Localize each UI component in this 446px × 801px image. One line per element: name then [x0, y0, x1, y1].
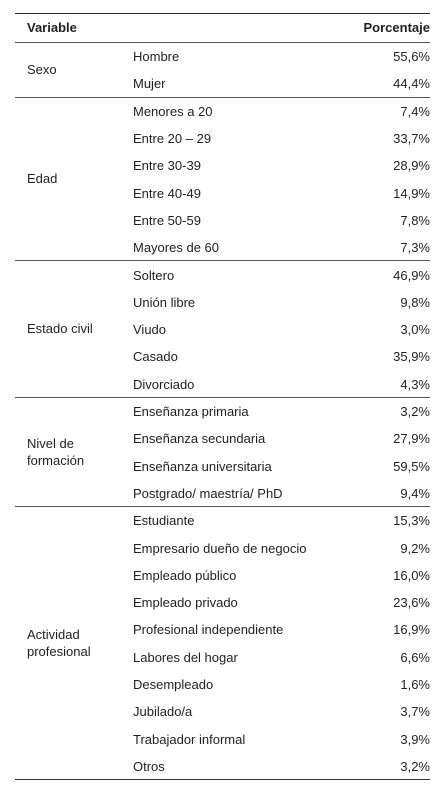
- row-label: Divorciado: [133, 376, 195, 392]
- row-label: Estudiante: [133, 513, 195, 529]
- header-rule: [15, 42, 430, 43]
- group-label: Sexo: [27, 61, 57, 77]
- row-percent: 6,6%: [400, 649, 430, 665]
- row-label: Enseñanza universitaria: [133, 458, 272, 474]
- row-percent: 16,9%: [393, 622, 430, 638]
- group-label: Actividad: [27, 626, 80, 642]
- row-percent: 33,7%: [393, 131, 430, 147]
- row-percent: 7,3%: [400, 240, 430, 256]
- header-variable: Variable: [27, 20, 77, 35]
- row-label: Mujer: [133, 76, 166, 92]
- row-percent: 7,8%: [400, 212, 430, 228]
- row-percent: 3,7%: [400, 704, 430, 720]
- row-label: Enseñanza secundaria: [133, 431, 266, 447]
- row-label: Profesional independiente: [133, 622, 284, 638]
- row-label: Entre 50-59: [133, 212, 201, 228]
- bottom-rule: [15, 779, 430, 781]
- row-percent: 9,2%: [400, 540, 430, 556]
- group-rule: [15, 506, 430, 508]
- row-label: Entre 40-49: [133, 185, 201, 201]
- row-label: Entre 30-39: [133, 158, 201, 174]
- row-label: Empleado privado: [133, 595, 238, 611]
- row-percent: 44,4%: [393, 76, 430, 92]
- group-label: profesional: [27, 643, 91, 659]
- row-label: Menores a 20: [133, 103, 213, 119]
- row-label: Jubilado/a: [133, 704, 193, 720]
- row-percent: 46,9%: [393, 267, 430, 283]
- row-percent: 4,3%: [400, 376, 430, 392]
- group-rule: [15, 96, 430, 98]
- row-percent: 23,6%: [393, 595, 430, 611]
- row-label: Trabajador informal: [133, 731, 246, 747]
- row-percent: 3,2%: [400, 758, 430, 774]
- row-percent: 28,9%: [393, 158, 430, 174]
- group-rule: [15, 260, 430, 262]
- row-percent: 1,6%: [400, 677, 430, 693]
- row-label: Soltero: [133, 267, 175, 283]
- row-label: Postgrado/ maestría/ PhD: [133, 485, 283, 501]
- row-label: Mayores de 60: [133, 240, 219, 256]
- row-percent: 27,9%: [393, 431, 430, 447]
- group-label: Edad: [27, 171, 58, 186]
- row-percent: 9,4%: [400, 485, 430, 501]
- row-label: Otros: [133, 758, 165, 774]
- header-percent: Porcentaje: [363, 20, 430, 35]
- row-percent: 3,9%: [400, 731, 430, 747]
- row-percent: 16,0%: [393, 567, 430, 583]
- row-label: Empresario dueño de negocio: [133, 540, 307, 556]
- row-percent: 55,6%: [393, 49, 430, 65]
- row-percent: 3,0%: [400, 322, 430, 338]
- row-label: Empleado público: [133, 567, 237, 583]
- group-label: Nivel de: [27, 435, 74, 451]
- row-label: Casado: [133, 349, 178, 365]
- top-rule: [15, 13, 430, 14]
- row-percent: 59,5%: [393, 458, 430, 474]
- row-label: Unión libre: [133, 294, 196, 310]
- row-percent: 15,3%: [393, 513, 430, 529]
- row-label: Labores del hogar: [133, 649, 238, 665]
- row-percent: 35,9%: [393, 349, 430, 365]
- group-label: Estado civil: [27, 321, 93, 337]
- row-label: Desempleado: [133, 677, 214, 693]
- row-percent: 7,4%: [400, 103, 430, 119]
- row-percent: 3,2%: [400, 404, 430, 420]
- row-percent: 14,9%: [393, 185, 430, 201]
- row-label: Hombre: [133, 49, 180, 65]
- group-label: formación: [27, 452, 85, 468]
- row-label: Viudo: [133, 322, 167, 338]
- row-percent: 9,8%: [400, 294, 430, 310]
- row-label: Entre 20 – 29: [133, 131, 212, 147]
- row-label: Enseñanza primaria: [133, 404, 249, 420]
- group-rule: [15, 396, 430, 398]
